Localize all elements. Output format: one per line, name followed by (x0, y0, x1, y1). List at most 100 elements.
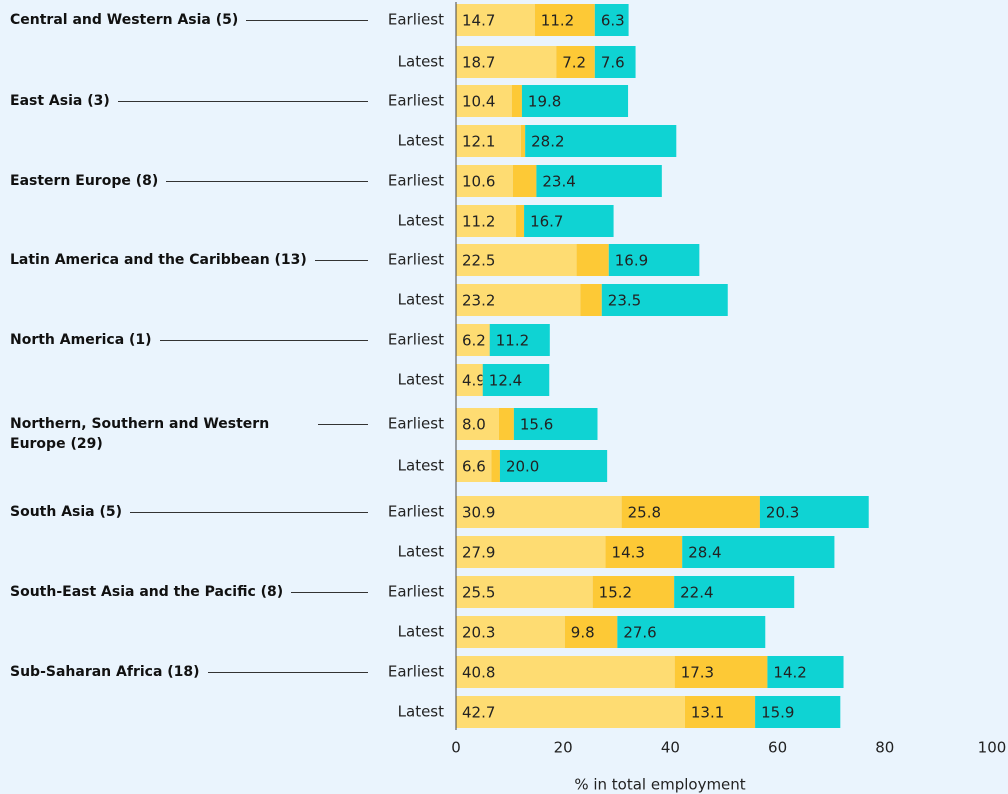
bar-segment (489, 324, 490, 356)
bar-segment (682, 536, 835, 568)
region-label: South Asia (5) (10, 502, 368, 522)
data-label: 11.2 (496, 332, 529, 350)
x-tick-label: 100 (978, 739, 1007, 757)
bar-segment (564, 616, 618, 648)
data-label: 10.4 (462, 93, 495, 111)
bar-segment (498, 408, 514, 440)
region-label: South-East Asia and the Pacific (8) (10, 582, 368, 602)
data-label: 4.9 (462, 372, 486, 390)
bar-segment (499, 450, 608, 482)
row-label: Latest (398, 623, 444, 641)
bar-segment (456, 205, 517, 237)
row-label: Latest (398, 212, 444, 230)
data-label: 15.6 (520, 416, 553, 434)
data-label: 23.5 (608, 292, 641, 310)
bar-segment (456, 244, 577, 276)
data-label: 8.0 (462, 416, 486, 434)
region-name: Northern, Southern and Western Europe (2… (10, 416, 270, 452)
bar-segment (456, 46, 557, 78)
connector-line (130, 512, 368, 513)
data-label: 14.7 (462, 12, 495, 30)
region-label: Eastern Europe (8) (10, 171, 368, 191)
data-label: 25.8 (628, 504, 661, 522)
data-label: 23.2 (462, 292, 495, 310)
bar-segment (608, 244, 700, 276)
bar-segment (456, 125, 521, 157)
row-label: Earliest (388, 331, 444, 349)
region-label: Central and Western Asia (5) (10, 10, 368, 30)
bar-segment (456, 616, 565, 648)
data-label: 22.4 (680, 584, 713, 602)
connector-line (159, 340, 368, 341)
x-tick-label: 60 (768, 739, 787, 757)
data-label: 9.8 (571, 624, 595, 642)
data-label: 12.4 (489, 372, 522, 390)
region-name: South Asia (5) (10, 504, 123, 520)
connector-line (246, 20, 368, 21)
region-label: Latin America and the Caribbean (13) (10, 250, 368, 270)
data-label: 25.5 (462, 584, 495, 602)
bar-segment (511, 85, 522, 117)
bar-segment (456, 450, 492, 482)
bar-segment (525, 125, 677, 157)
bar-segment (456, 284, 581, 316)
bar-segment (594, 46, 636, 78)
bar-segment (456, 364, 483, 396)
bar-segment (605, 536, 683, 568)
bar-segment (674, 656, 768, 688)
x-tick-label: 20 (554, 739, 573, 757)
bar-segment (456, 536, 606, 568)
bar-segment (536, 165, 662, 197)
data-label: 42.7 (462, 704, 495, 722)
data-label: 18.7 (462, 54, 495, 72)
bar-segment (456, 85, 512, 117)
bar-segment (482, 364, 483, 396)
row-label: Earliest (388, 663, 444, 681)
bar-segment (767, 656, 844, 688)
row-label: Latest (398, 543, 444, 561)
data-label: 6.2 (462, 332, 486, 350)
bar-segment (491, 450, 500, 482)
data-label: 7.6 (601, 54, 625, 72)
region-label: North America (1) (10, 330, 368, 350)
connector-line (314, 260, 368, 261)
data-label: 12.1 (462, 133, 495, 151)
data-label: 10.6 (462, 173, 495, 191)
row-label: Earliest (388, 172, 444, 190)
data-label: 15.2 (599, 584, 632, 602)
bar-segment (576, 244, 609, 276)
bar-segment (534, 4, 595, 36)
row-label: Latest (398, 457, 444, 475)
data-label: 27.6 (623, 624, 656, 642)
data-label: 23.4 (542, 173, 575, 191)
bar-segment (524, 205, 614, 237)
connector-line (117, 101, 368, 102)
bar-segment (456, 576, 593, 608)
bar-segment (456, 656, 675, 688)
bar-segment (594, 4, 629, 36)
data-label: 6.3 (601, 12, 625, 30)
x-axis-label: % in total employment (574, 776, 745, 794)
row-label: Earliest (388, 583, 444, 601)
data-label: 28.2 (531, 133, 564, 151)
x-tick-label: 0 (451, 739, 461, 757)
bar-segment (592, 576, 675, 608)
data-label: 19.8 (528, 93, 561, 111)
bar-segment (512, 165, 537, 197)
data-label: 7.2 (562, 54, 586, 72)
connector-line (291, 592, 368, 593)
data-label: 15.9 (761, 704, 794, 722)
data-label: 11.2 (541, 12, 574, 30)
data-label: 16.9 (615, 252, 648, 270)
bar-segment (456, 324, 490, 356)
data-label: 20.3 (462, 624, 495, 642)
bar-segment (513, 408, 598, 440)
connector-line (166, 181, 368, 182)
bar-segment (621, 496, 760, 528)
data-label: 11.2 (462, 213, 495, 231)
bar-segment (617, 616, 766, 648)
bar-segment (456, 165, 513, 197)
data-label: 20.0 (506, 458, 539, 476)
